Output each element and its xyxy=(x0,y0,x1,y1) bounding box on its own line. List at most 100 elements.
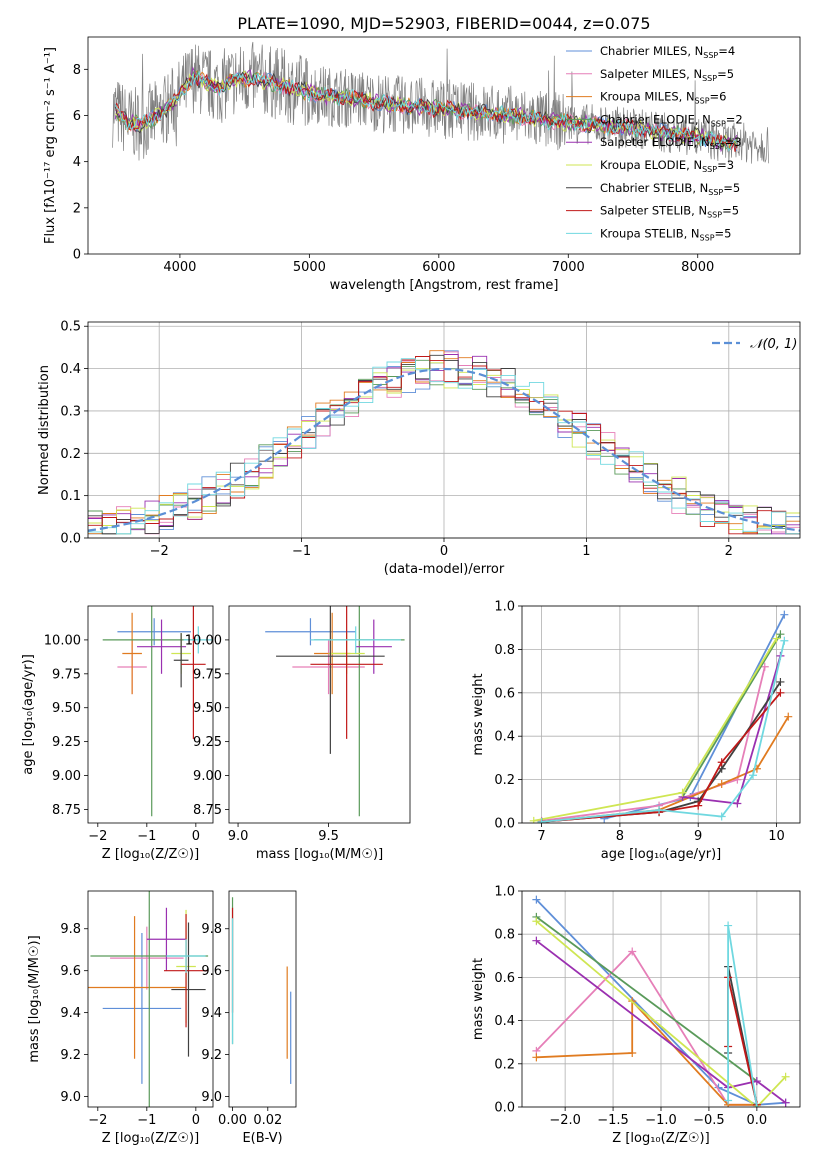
residual-histogram xyxy=(88,356,800,535)
y-tick-label: 9.6 xyxy=(201,964,222,979)
y-tick-label: 0.4 xyxy=(494,730,515,745)
mass-weight-marker xyxy=(717,758,726,767)
mass-weight-line xyxy=(541,666,766,822)
x-tick-label: 5000 xyxy=(293,260,326,275)
y-axis-label: Flux [fλ10⁻¹⁷ erg cm⁻² s⁻¹ A⁻¹] xyxy=(43,47,58,244)
x-tick-label: −2 xyxy=(88,1113,107,1128)
axes-frame xyxy=(87,36,801,255)
x-axis-label: Z [log₁₀(Z/Z☉)] xyxy=(102,1131,199,1146)
legend-label: Kroupa MILES, NSSP=6 xyxy=(600,90,726,106)
mass-weight-marker xyxy=(628,1049,637,1057)
panel-mass_vs_Z: −2 −1 0 9.0 9.2 9.4 9.6 9.8 Z [log₁₀(Z/Z☉)] mass … xyxy=(27,890,214,1146)
y-tick-label: 0.2 xyxy=(60,447,81,462)
mass-weight-marker xyxy=(752,1103,761,1107)
x-tick-label: 7 xyxy=(537,829,545,844)
legend-label-suffix: =5 xyxy=(723,181,740,195)
x-axis-label: (data-model)/error xyxy=(384,562,505,577)
model-spectrum-line xyxy=(114,72,738,152)
y-tick-label: 0.6 xyxy=(494,686,515,701)
x-axis-label: Z [log₁₀(Z/Z☉)] xyxy=(612,1131,709,1146)
y-tick-label: 0.2 xyxy=(494,773,515,788)
x-tick-label: 6000 xyxy=(422,260,455,275)
panel-age_vs_mass: 9.0 9.5 8.75 9.00 9.25 9.50 9.75 10.00 mass [log… xyxy=(185,605,411,862)
mass-weight-marker xyxy=(532,895,541,904)
y-tick-label: 9.8 xyxy=(60,922,81,937)
y-tick-label: 9.4 xyxy=(201,1006,222,1021)
mass-weight-line xyxy=(535,920,787,1107)
mass-weight-marker xyxy=(724,1096,733,1105)
legend-label: Chabrier STELIB, NSSP=5 xyxy=(600,181,740,197)
plot-area-age_vs_mass xyxy=(265,606,405,817)
mass-weight-marker xyxy=(537,817,546,823)
mass-weight-marker xyxy=(532,936,541,945)
panel-mass_weight_vs_Z: −2.0 −1.5 −1.0 −0.5 0.0 0.0 0.2 0.4 0.6 0.8 1.0 Z [… xyxy=(471,885,801,1146)
y-tick-label: 0.2 xyxy=(494,1057,515,1072)
mass-weight-marker xyxy=(784,712,793,721)
y-tick-label: 0 xyxy=(73,248,81,263)
x-tick-label: 0.00 xyxy=(218,1113,247,1128)
legend-label-prefix: Salpeter MILES, N xyxy=(600,67,702,81)
x-tick-label: 4000 xyxy=(163,260,196,275)
y-tick-label: 8 xyxy=(73,63,81,78)
x-tick-label: 1 xyxy=(582,544,590,559)
x-tick-label: 8000 xyxy=(681,260,714,275)
legend-label-subscript: SSP xyxy=(707,211,722,220)
y-tick-label: 9.0 xyxy=(60,1090,81,1105)
plot-area-mass_vs_Z xyxy=(88,891,209,1107)
legend-label: Kroupa ELODIE, NSSP=3 xyxy=(600,158,734,174)
mass-weight-line xyxy=(727,925,758,1107)
y-axis-label: Normed distribution xyxy=(37,365,52,495)
legend-label-subscript: SSP xyxy=(700,233,715,242)
figure-title: PLATE=1090, MJD=52903, FIBERID=0044, z=0… xyxy=(237,14,650,33)
panel-residuals: −2 −1 0 1 2 0.0 0.1 0.2 0.3 0.4 0.5 (data-model)/er… xyxy=(37,320,801,577)
legend-label-subscript: SSP xyxy=(702,165,717,174)
axes-frame xyxy=(521,890,801,1108)
mass-weight-line xyxy=(535,898,786,1106)
legend-label: Kroupa STELIB, NSSP=5 xyxy=(600,226,731,242)
mass-weight-marker xyxy=(532,1053,541,1062)
legend-label-prefix: Salpeter ELODIE, N xyxy=(600,135,710,149)
y-tick-label: 0.3 xyxy=(60,404,81,419)
panel-spectrum: 4000 5000 6000 7000 8000 0 2 4 6 8 wavelength [Ang… xyxy=(43,36,801,293)
axes-frame xyxy=(228,890,297,1108)
y-tick-label: 9.8 xyxy=(201,922,222,937)
mass-weight-marker xyxy=(717,812,726,821)
axes-frame xyxy=(87,605,214,824)
model-spectrum-line xyxy=(114,70,737,152)
mass-weight-marker xyxy=(678,788,687,797)
y-tick-label: 9.75 xyxy=(52,667,81,682)
axes-frame xyxy=(228,605,411,824)
legend-label-subscript: SSP xyxy=(710,142,725,151)
x-tick-label: −1 xyxy=(137,1113,156,1128)
y-tick-label: 0.0 xyxy=(494,1101,515,1116)
plot-area-age_vs_Z xyxy=(102,606,213,817)
normal-reference-curve xyxy=(88,367,800,532)
axes-frame xyxy=(87,890,214,1108)
y-tick-label: 0.8 xyxy=(494,928,515,943)
legend-label-subscript: SSP xyxy=(703,51,718,60)
mass-weight-marker xyxy=(776,677,785,686)
y-tick-label: 0.5 xyxy=(60,320,81,335)
legend-label-suffix: =6 xyxy=(710,90,727,104)
legend-label: Salpeter ELODIE, NSSP=3 xyxy=(600,135,742,151)
x-tick-label: 10 xyxy=(768,829,785,844)
mass-weight-marker xyxy=(694,801,703,810)
x-tick-label: −1 xyxy=(137,829,156,844)
residual-histogram xyxy=(88,354,800,535)
y-tick-label: 9.25 xyxy=(193,735,222,750)
y-tick-label: 0.1 xyxy=(60,489,81,504)
mass-weight-marker xyxy=(749,771,758,780)
plot-area-residuals xyxy=(88,350,800,535)
y-tick-label: 8.75 xyxy=(52,803,81,818)
y-tick-label: 9.25 xyxy=(52,735,81,750)
mass-weight-line xyxy=(541,716,790,823)
x-tick-label: 2 xyxy=(725,544,733,559)
y-tick-label: 9.2 xyxy=(201,1048,222,1063)
y-tick-label: 2 xyxy=(73,201,81,216)
legend-label-subscript: SSP xyxy=(708,188,723,197)
legend-label-prefix: Kroupa STELIB, N xyxy=(600,226,700,240)
legend-label-suffix: =3 xyxy=(725,135,742,149)
y-tick-label: 1.0 xyxy=(494,885,515,900)
mass-weight-marker xyxy=(776,688,785,697)
y-tick-label: 9.4 xyxy=(60,1006,81,1021)
